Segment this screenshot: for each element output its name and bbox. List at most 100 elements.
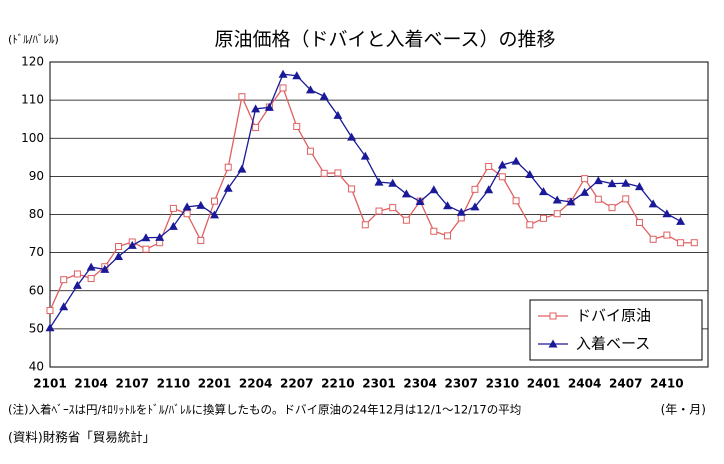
y-tick-label: 90 [29,169,44,183]
x-tick-label: 2207 [280,377,313,391]
data-point [210,210,219,219]
y-tick-label: 80 [29,207,44,221]
data-point [635,219,643,227]
data-point [319,91,329,100]
data-point [512,197,520,205]
data-point [634,182,644,191]
data-point [333,110,343,119]
data-point [580,187,590,196]
y-tick-label: 40 [29,360,44,374]
data-point [662,209,672,218]
data-point [415,197,425,206]
data-point [374,177,384,186]
data-point [72,280,82,289]
data-point [593,176,603,185]
x-unit: (年・月) [661,403,706,417]
data-point [237,164,247,173]
data-point [648,199,658,208]
data-point [457,214,465,222]
data-point [292,71,302,80]
data-point [305,85,315,94]
series-line [49,73,681,329]
data-point [278,69,288,78]
x-tick-label: 2110 [157,377,190,391]
data-point [59,302,69,311]
legend-marker [549,312,557,320]
data-point [470,202,480,211]
data-point [389,204,397,212]
legend-marker [548,339,558,348]
data-point [608,204,616,212]
data-point [677,239,685,247]
data-point [540,214,547,222]
data-point [581,175,589,183]
data-point [320,169,328,177]
data-point [115,243,123,251]
x-tick-label: 2101 [33,377,66,391]
data-point [279,84,287,92]
data-point [224,163,232,171]
data-point [690,239,698,247]
data-point [211,197,218,205]
data-point [444,232,452,240]
data-point [361,221,369,229]
data-point [73,270,81,278]
data-point [401,189,411,198]
x-tick-label: 2201 [198,377,231,391]
data-point [649,235,657,243]
data-point [347,132,357,141]
data-point [60,276,68,284]
data-point [484,185,494,194]
data-point [430,227,438,235]
data-point [552,195,562,204]
y-tick-label: 70 [29,245,44,259]
x-tick-label: 2301 [362,377,395,391]
data-point [566,197,576,206]
x-tick-label: 2304 [403,377,436,391]
x-tick-label: 2204 [239,377,272,391]
data-point [169,204,177,212]
data-point [511,156,521,165]
data-point [388,178,398,187]
x-tick-label: 2210 [321,377,354,391]
source: (資料)財務省「貿易統計」 [8,430,155,445]
data-point [621,178,631,187]
data-point [223,183,233,192]
y-tick-label: 100 [21,131,44,145]
data-point [360,151,370,160]
data-point [87,275,95,283]
data-point [594,195,602,203]
y-unit: (ﾄﾞﾙ/ﾊﾞﾚﾙ) [8,33,59,46]
data-point [306,147,314,155]
data-point [497,160,507,169]
x-tick-label: 2407 [609,377,642,391]
data-point [46,307,54,315]
data-point [526,221,534,229]
data-point [676,216,686,225]
data-point [86,262,96,271]
legend-label: 入着ベース [576,335,650,353]
y-tick-label: 120 [21,55,44,69]
x-tick-label: 2104 [74,377,107,391]
data-point [142,245,150,253]
data-point [293,122,301,130]
data-point [238,93,246,101]
x-tick-label: 2404 [568,377,601,391]
data-point [196,200,206,209]
data-point [663,231,671,239]
data-point [485,162,493,170]
data-point [607,179,617,188]
data-point [402,216,410,224]
data-point [155,232,165,241]
data-point [443,201,453,210]
data-point [182,202,192,211]
y-tick-label: 50 [29,321,44,335]
x-tick-label: 2410 [650,377,683,391]
chart-title: 原油価格（ドバイと入着ベース）の推移 [214,29,555,51]
note: (注)入着ﾍﾞｰｽは円/ｷﾛﾘｯﾄﾙをﾄﾞﾙ/ﾊﾞﾚﾙに換算したもの。ドバイ原油… [8,403,521,417]
data-point [622,195,630,203]
data-point [251,104,261,113]
data-point [375,207,383,215]
y-tick-label: 60 [29,283,44,297]
data-point [45,323,55,332]
